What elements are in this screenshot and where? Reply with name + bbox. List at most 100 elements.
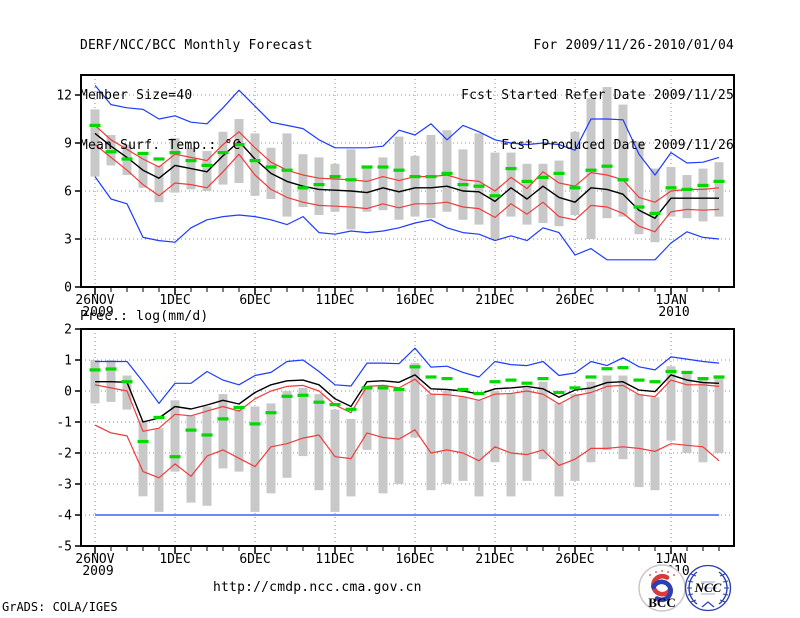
spread-bar: [666, 366, 676, 441]
climatology-dash: [201, 163, 213, 167]
x-tick-label: 11DEC: [315, 293, 354, 308]
member-size-label: Member Size=40: [80, 88, 193, 103]
spread-bar: [442, 391, 452, 484]
climatology-dash: [617, 178, 629, 182]
axis-ticks: [75, 328, 720, 554]
spread-bar: [282, 133, 292, 217]
spread-bar: [634, 394, 644, 488]
spread-bar: [666, 167, 676, 217]
climatology-dash: [345, 178, 357, 182]
climatology-dash: [169, 151, 181, 155]
climatology-dash: [457, 183, 469, 187]
spread-bar: [346, 149, 356, 230]
spread-bar: [186, 415, 196, 503]
climatology-dash: [281, 394, 293, 398]
y-tick-label: -1: [56, 416, 72, 431]
spread-bar: [266, 403, 276, 494]
x-tick-label: 1DEC: [159, 293, 190, 308]
x-tick-label: 16DEC: [395, 552, 434, 567]
upper-quartile-line: [94, 124, 720, 203]
climatology-dash: [313, 400, 325, 404]
spread-bar: [714, 375, 724, 453]
x-tick-label: 21DEC: [475, 552, 514, 567]
climatology-dash: [185, 428, 197, 432]
spread-bar: [538, 163, 548, 223]
y-axis-labels: 0 3 6 9 12: [56, 89, 72, 296]
climatology-dash: [473, 184, 485, 188]
climatology-dash: [681, 187, 693, 191]
climatology-dash: [441, 171, 453, 175]
grads-credit: GrADS: COLA/IGES: [2, 600, 118, 614]
climatology-dash: [329, 403, 341, 407]
header-right: For 2009/11/26-2010/01/04 Fcst Started R…: [461, 8, 734, 188]
climatology-dash: [697, 377, 709, 381]
spread-bar: [682, 372, 692, 453]
spread-bar: [330, 409, 340, 512]
ensemble-min-line: [94, 176, 720, 261]
climatology-dash: [569, 386, 581, 390]
spread-bar: [490, 391, 500, 463]
spread-bar: [234, 119, 244, 183]
spread-bar: [154, 165, 164, 203]
y-tick-label: -3: [56, 478, 72, 493]
ncc-logo-text: NCC: [694, 580, 722, 595]
spread-bar: [250, 406, 260, 512]
climatology-dash: [105, 367, 117, 371]
climatology-dash: [409, 365, 421, 369]
spread-bar: [650, 397, 660, 491]
spread-bar: [698, 378, 708, 463]
climatology-dash: [505, 167, 517, 171]
climatology-dash: [649, 380, 661, 384]
spread-bar: [714, 162, 724, 217]
climatology-dash: [425, 375, 437, 379]
spread-bar: [314, 394, 324, 491]
ncc-wreath-leaves: [687, 573, 729, 603]
spread-bar: [234, 409, 244, 472]
produced-date-label: Fcst Produced Date 2009/11/26: [501, 138, 734, 153]
spread-bar: [602, 375, 612, 450]
y-tick-label: -2: [56, 447, 72, 462]
spread-bar: [650, 168, 660, 243]
climatology-dash: [521, 179, 533, 183]
climatology-dash: [713, 375, 725, 379]
climatology-dash: [633, 378, 645, 382]
x-tick-label: 26DEC: [555, 293, 594, 308]
x-tick-label: 1JAN: [655, 293, 686, 308]
spread-bar: [154, 428, 164, 512]
spread-bar: [554, 160, 564, 227]
spread-bar: [394, 136, 404, 220]
upper-quartile-line: [94, 378, 720, 432]
bcc-mark: [655, 571, 657, 573]
climatology-dash: [585, 168, 597, 172]
climatology-dash: [553, 171, 565, 175]
spread-bar: [250, 133, 260, 196]
y-tick-label: 6: [64, 185, 72, 200]
climatology-dash: [537, 175, 549, 179]
climatology-dash: [89, 123, 101, 127]
climatology-dash: [265, 165, 277, 169]
spread-bar: [138, 420, 148, 497]
forecast-period-label: For 2009/11/26-2010/01/04: [533, 38, 734, 53]
bcc-mark: [667, 571, 669, 573]
spread-bar: [586, 381, 596, 463]
chart-frame: [80, 328, 735, 547]
climatology-dash: [681, 370, 693, 374]
climatology-dash: [169, 455, 181, 459]
climatology-dash: [569, 186, 581, 190]
climatology-dash: [521, 381, 533, 385]
spread-bar: [474, 133, 484, 225]
spread-bar: [362, 387, 372, 450]
climatology-dash: [121, 157, 133, 161]
climatology-dash: [217, 151, 229, 155]
spread-bar: [634, 141, 644, 235]
spread-bar: [522, 163, 532, 225]
spread-bar: [538, 381, 548, 460]
precip-chart-title: Prec.: log(mm/d): [80, 309, 209, 324]
y-tick-label: 3: [64, 233, 72, 248]
spread-bar: [378, 384, 388, 494]
climatology-dash: [473, 391, 485, 396]
climatology-dash: [329, 175, 341, 179]
y-tick-label: -4: [56, 509, 72, 524]
climatology-dash: [505, 378, 517, 382]
